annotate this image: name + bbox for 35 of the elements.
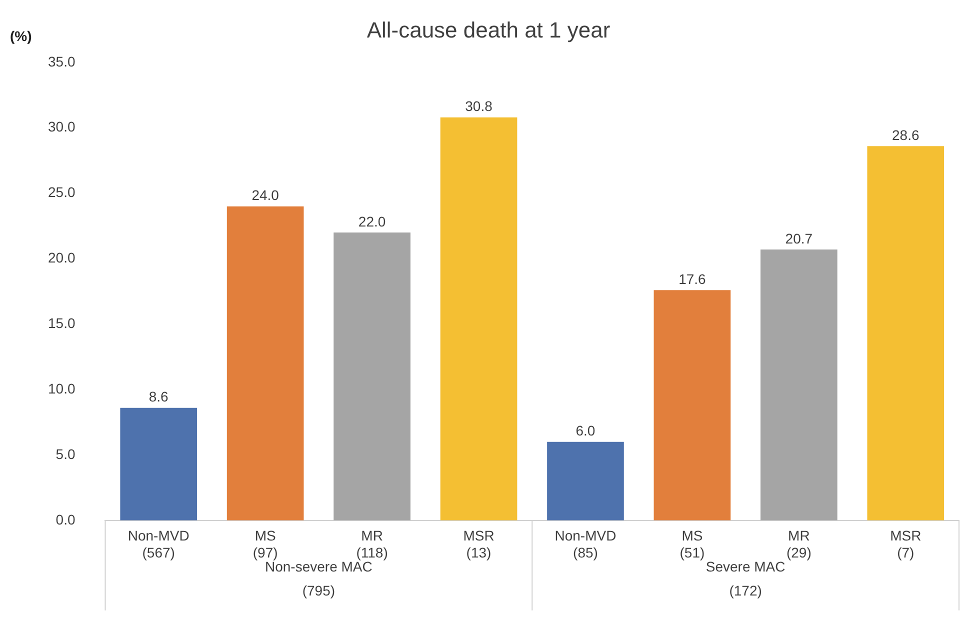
x-tick-label: MS (51): [680, 528, 705, 560]
bar: [867, 146, 944, 520]
bar: [760, 250, 838, 520]
y-tick-label: 0.0: [56, 511, 76, 528]
y-tick-label: 10.0: [48, 380, 76, 396]
data-label: 24.0: [252, 187, 280, 204]
bar: [120, 408, 198, 520]
data-label: 6.0: [576, 422, 596, 439]
x-tick-label: MR (29): [786, 528, 812, 560]
y-axis-title: (%): [10, 28, 32, 44]
x-tick-label: MS (97): [252, 528, 278, 560]
bar: [440, 117, 518, 520]
y-tick-label: 35.0: [48, 53, 76, 70]
y-tick-label: 5.0: [56, 446, 76, 462]
x-tick-label: Non-MVD (85): [554, 528, 616, 560]
data-label: 30.8: [465, 98, 493, 114]
y-tick-label: 15.0: [48, 314, 76, 331]
text: Severe MAC (172): [706, 558, 786, 598]
data-label: 28.6: [892, 127, 920, 144]
data-label: 17.6: [678, 270, 706, 287]
x-tick-label: MSR (7): [890, 528, 922, 560]
data-label: 22.0: [358, 213, 386, 230]
bar: [226, 206, 304, 520]
y-tick-label: 25.0: [48, 184, 76, 200]
data-label: 8.6: [148, 388, 169, 405]
bar: [654, 290, 731, 520]
y-tick-label: 20.0: [48, 250, 76, 266]
y-tick-label: 30.0: [48, 118, 76, 135]
x-tick-label: MSR (13): [463, 528, 494, 560]
x-tick-label: MR (118): [356, 528, 388, 560]
x-tick-label: Non-MVD (567): [128, 528, 190, 560]
bar: [334, 232, 410, 520]
chart-title: All-cause death at 1 year: [366, 17, 610, 42]
bar: [547, 442, 624, 520]
data-label: 20.7: [785, 230, 813, 246]
